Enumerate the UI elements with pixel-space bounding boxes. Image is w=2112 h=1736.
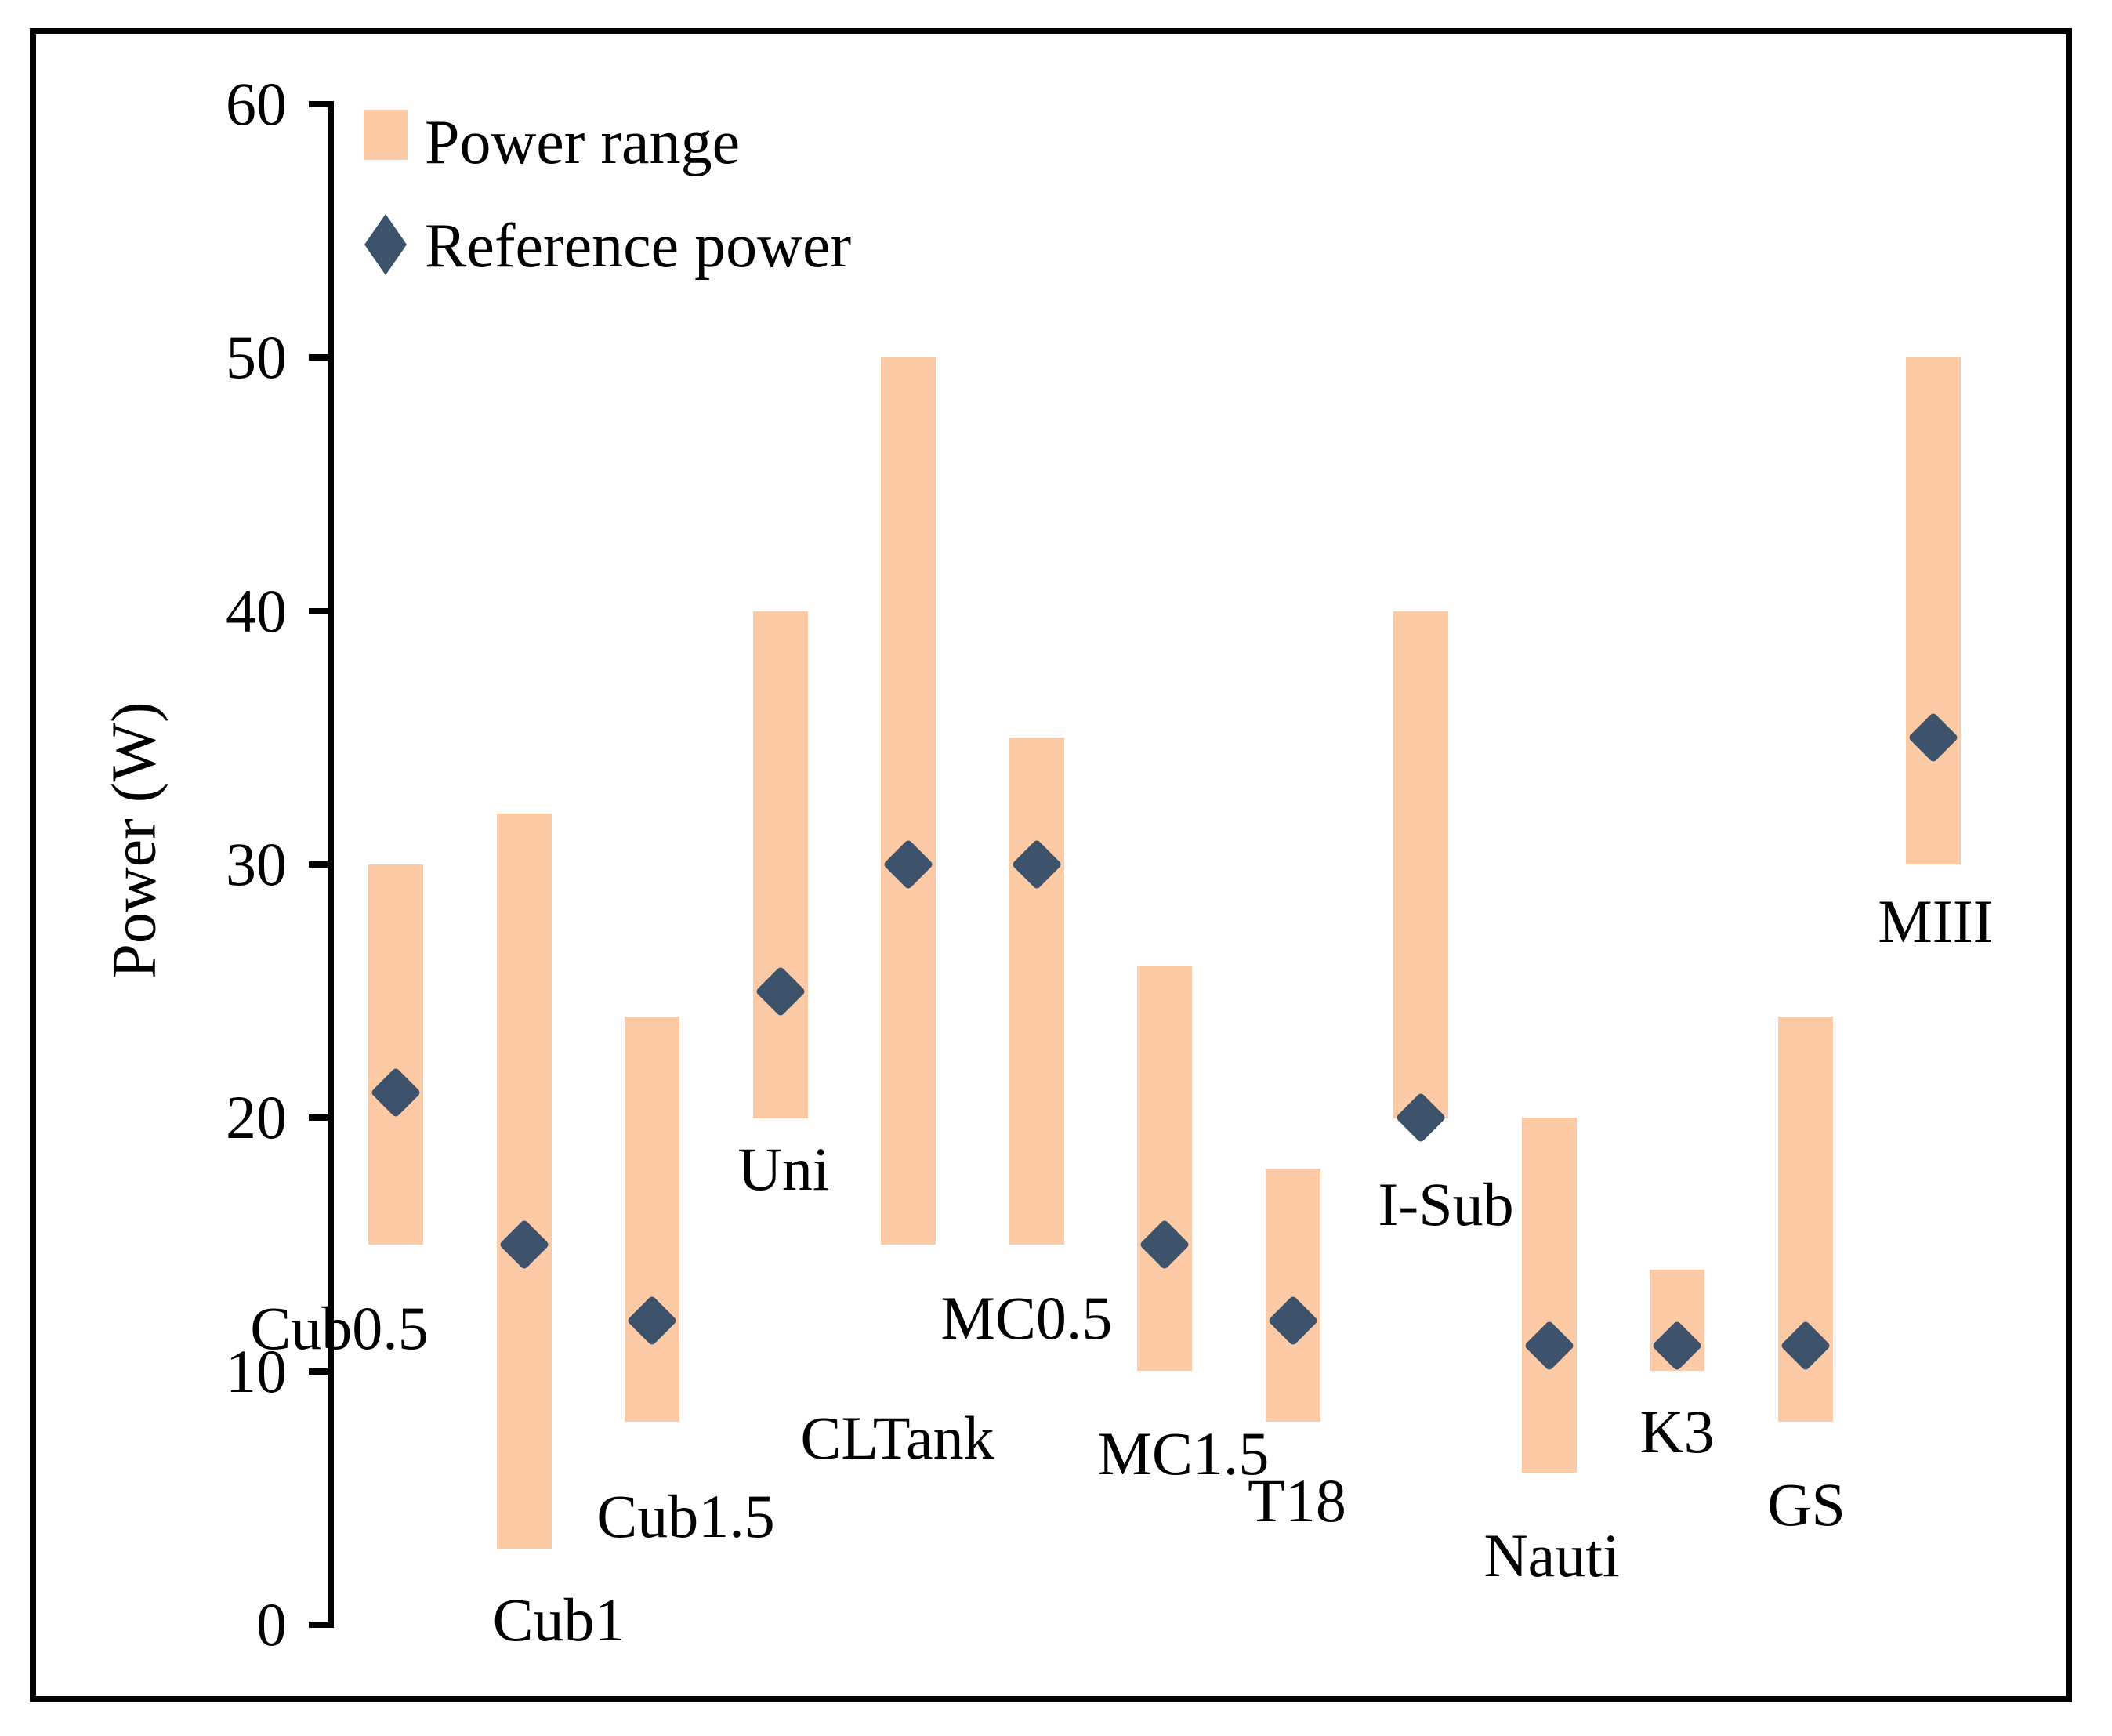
category-label: Cub1.5 [596, 1482, 775, 1550]
y-tick-label: 0 [256, 1590, 287, 1658]
y-axis-tick [309, 101, 329, 107]
y-tick-label: 10 [226, 1337, 287, 1405]
power-range-bar [1266, 1169, 1320, 1422]
power-range-bar [1393, 611, 1448, 1118]
legend-label-power-range: Power range [425, 108, 741, 177]
y-axis-tick [309, 354, 329, 361]
legend-label-reference-power: Reference power [425, 212, 852, 281]
category-label: K3 [1639, 1397, 1715, 1466]
power-range-bar [1137, 966, 1192, 1371]
category-label: CLTank [800, 1404, 994, 1472]
y-tick-label: 20 [226, 1083, 287, 1151]
figure-border [30, 28, 2072, 1702]
y-tick-label: 30 [226, 830, 287, 898]
y-tick-label: 60 [226, 70, 287, 138]
power-range-bar [1009, 738, 1064, 1245]
power-range-bar [753, 611, 808, 1118]
power-range-bar [497, 814, 552, 1549]
category-label: GS [1767, 1470, 1846, 1538]
category-label: Nauti [1483, 1521, 1620, 1589]
power-range-bar [881, 357, 936, 1245]
y-tick-label: 40 [226, 577, 287, 645]
category-label: T18 [1248, 1466, 1346, 1535]
y-axis-tick [309, 1114, 329, 1121]
y-axis-tick [309, 1368, 329, 1375]
power-range-bar [368, 864, 423, 1245]
power-range-bar [625, 1017, 679, 1422]
category-label: Uni [737, 1135, 830, 1203]
category-label: Cub1 [492, 1586, 625, 1654]
y-tick-label: 50 [226, 323, 287, 391]
power-range-bar [1522, 1118, 1577, 1473]
power-range-swatch-icon [364, 110, 408, 160]
y-axis-tick [309, 608, 329, 614]
y-axis-tick [309, 861, 329, 868]
category-label: MC1.5 [1097, 1419, 1270, 1488]
y-axis-tick [309, 1622, 329, 1628]
category-label: MC0.5 [940, 1284, 1113, 1352]
y-axis-title: Power (W) [100, 701, 169, 979]
category-label: MIII [1878, 887, 1994, 955]
y-axis-line [328, 101, 334, 1628]
category-label: I-Sub [1378, 1170, 1514, 1238]
category-label: Cub0.5 [250, 1294, 429, 1362]
power-range-bar [1906, 357, 1961, 864]
